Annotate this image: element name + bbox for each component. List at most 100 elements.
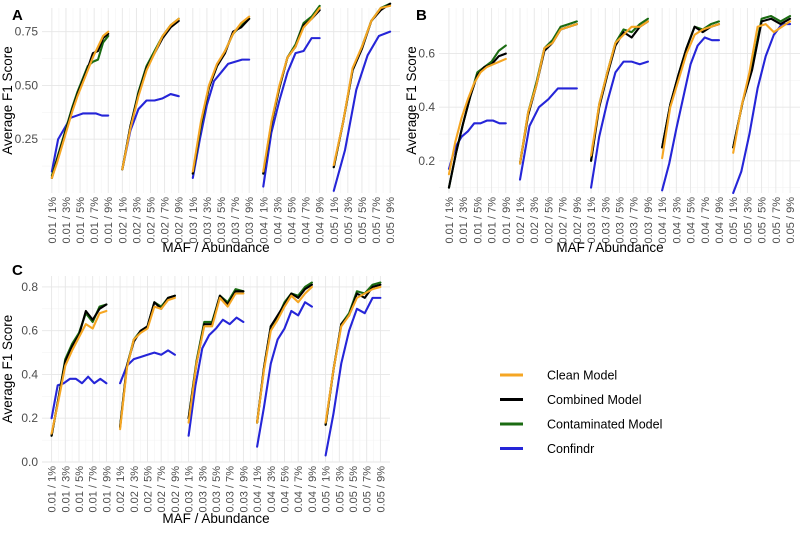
series-confindr-group-2: [518, 87, 578, 181]
x-tick-label: 0.02 / 3%: [129, 466, 141, 513]
y-tick-label: 0.0: [21, 455, 38, 469]
legend: Clean Model Combined Model Contaminated Mo…: [500, 369, 662, 456]
series-confindr-group-3: [187, 316, 245, 437]
series-combined-model-group-1: [447, 52, 507, 189]
x-tick-label: 0.04 / 9%: [315, 197, 327, 244]
x-tick-label: 0.03 / 5%: [211, 466, 223, 513]
series-confindr-group-5: [732, 23, 792, 195]
series-confindr-group-1: [50, 112, 110, 173]
x-tick-label: 0.05 / 3%: [334, 466, 346, 513]
y-tick-label: 0.6: [21, 324, 38, 338]
x-tick-label: 0.04 / 7%: [301, 197, 313, 244]
y-axis-title: Average F1 Score: [404, 46, 419, 155]
x-tick-label: 0.04 / 5%: [686, 197, 698, 244]
series-clean-model-group-4: [661, 23, 721, 160]
x-tick-label: 0.02 / 9%: [572, 197, 584, 244]
x-tick-label: 0.02 / 3%: [529, 197, 541, 244]
y-axis-title: Average F1 Score: [0, 315, 15, 424]
x-tick-label: 0.03 / 3%: [197, 466, 209, 513]
series-confindr-group-5: [324, 296, 382, 457]
y-axis-title: Average F1 Score: [0, 46, 15, 155]
x-tick-label: 0.01 / 7%: [89, 197, 101, 244]
x-axis-title: MAF / Abundance: [556, 240, 663, 255]
x-tick-label: 0.05 / 5%: [357, 197, 369, 244]
x-tick-label: 0.05 / 3%: [742, 197, 754, 244]
x-tick-label: 0.01 / 1%: [47, 466, 59, 513]
series-confindr-group-3: [191, 58, 251, 179]
x-tick-label: 0.02 / 9%: [170, 466, 182, 513]
x-tick-label: 0.01 / 3%: [60, 466, 72, 513]
x-tick-label: 0.05 / 7%: [371, 197, 383, 244]
y-tick-label: 0.4: [418, 100, 435, 114]
series-clean-model-group-1: [50, 309, 108, 435]
legend-label: Confindr: [547, 442, 594, 456]
y-tick-label: 0.50: [15, 78, 39, 92]
x-tick-label: 0.03 / 7%: [230, 197, 242, 244]
x-tick-label: 0.05 / 5%: [348, 466, 360, 513]
series-clean-model-group-3: [590, 20, 649, 157]
x-tick-label: 0.03 / 5%: [216, 197, 228, 244]
x-tick-label: 0.04 / 3%: [671, 197, 683, 244]
x-tick-label: 0.03 / 9%: [244, 197, 256, 244]
series-confindr-group-2: [119, 349, 176, 385]
x-tick-label: 0.01 / 5%: [74, 466, 86, 513]
x-tick-label: 0.01 / 9%: [501, 197, 513, 244]
x-tick-label: 0.04 / 9%: [714, 197, 726, 244]
series-confindr-group-4: [661, 36, 721, 192]
x-tick-label: 0.03 / 9%: [238, 466, 250, 513]
x-tick-label: 0.05 / 5%: [757, 197, 769, 244]
x-tick-label: 0.03 / 3%: [202, 197, 214, 244]
y-tick-label: 0.25: [15, 132, 39, 146]
series-clean-model-group-2: [121, 17, 180, 171]
x-tick-label: 0.01 / 9%: [101, 466, 113, 513]
x-tick-label: 0.01 / 1%: [47, 197, 59, 244]
x-tick-label: 0.02 / 3%: [131, 197, 143, 244]
x-tick-label: 0.04 / 1%: [258, 197, 270, 244]
series-clean-model-group-2: [119, 296, 176, 431]
panel-tag: A: [12, 7, 23, 24]
y-tick-label: 0.75: [15, 25, 39, 39]
y-tick-label: 0.2: [418, 154, 435, 168]
series-confindr-group-4: [262, 37, 321, 188]
legend-label: Combined Model: [547, 393, 642, 407]
x-tick-label: 0.05 / 9%: [785, 197, 797, 244]
series-clean-model-group-1: [50, 30, 110, 179]
x-tick-label: 0.02 / 5%: [146, 197, 158, 244]
x-tick-label: 0.05 / 9%: [385, 197, 397, 244]
x-tick-label: 0.04 / 3%: [266, 466, 278, 513]
x-tick-label: 0.04 / 3%: [272, 197, 284, 244]
x-tick-label: 0.03 / 1%: [188, 197, 200, 244]
series-clean-model-group-5: [324, 285, 382, 424]
x-tick-label: 0.02 / 1%: [115, 466, 127, 513]
y-tick-label: 0.8: [21, 280, 38, 294]
x-tick-label: 0.03 / 5%: [615, 197, 627, 244]
y-tick-label: 0.6: [418, 47, 435, 61]
x-tick-label: 0.02 / 5%: [543, 197, 555, 244]
legend-label: Clean Model: [547, 369, 617, 383]
series-confindr-group-5: [332, 30, 392, 192]
x-tick-label: 0.02 / 9%: [174, 197, 186, 244]
x-tick-label: 0.02 / 1%: [515, 197, 527, 244]
legend-label: Contaminated Model: [547, 418, 662, 432]
x-tick-label: 0.01 / 3%: [458, 197, 470, 244]
x-tick-label: 0.04 / 7%: [293, 466, 305, 513]
series-clean-model-group-4: [256, 285, 313, 424]
x-tick-label: 0.04 / 1%: [657, 197, 669, 244]
panel-c: 0.00.20.40.60.80.01 / 1% 0.01 / 3% 0.01 / …: [0, 262, 390, 526]
series-clean-model-group-3: [187, 292, 245, 424]
x-tick-label: 0.05 / 1%: [728, 197, 740, 244]
series-clean-model-group-5: [732, 20, 792, 154]
series-clean-model-group-2: [518, 23, 578, 165]
x-tick-label: 0.04 / 7%: [700, 197, 712, 244]
x-tick-label: 0.01 / 5%: [75, 197, 87, 244]
panel-tag: C: [12, 262, 23, 279]
x-tick-label: 0.04 / 5%: [286, 197, 298, 244]
x-tick-label: 0.03 / 1%: [586, 197, 598, 244]
series-clean-model-group-1: [447, 57, 507, 176]
panel-tag: B: [416, 7, 427, 24]
x-tick-label: 0.03 / 7%: [225, 466, 237, 513]
x-tick-label: 0.04 / 9%: [307, 466, 319, 513]
x-tick-label: 0.02 / 7%: [156, 466, 168, 513]
x-tick-label: 0.01 / 9%: [103, 197, 115, 244]
x-tick-label: 0.02 / 5%: [142, 466, 154, 513]
